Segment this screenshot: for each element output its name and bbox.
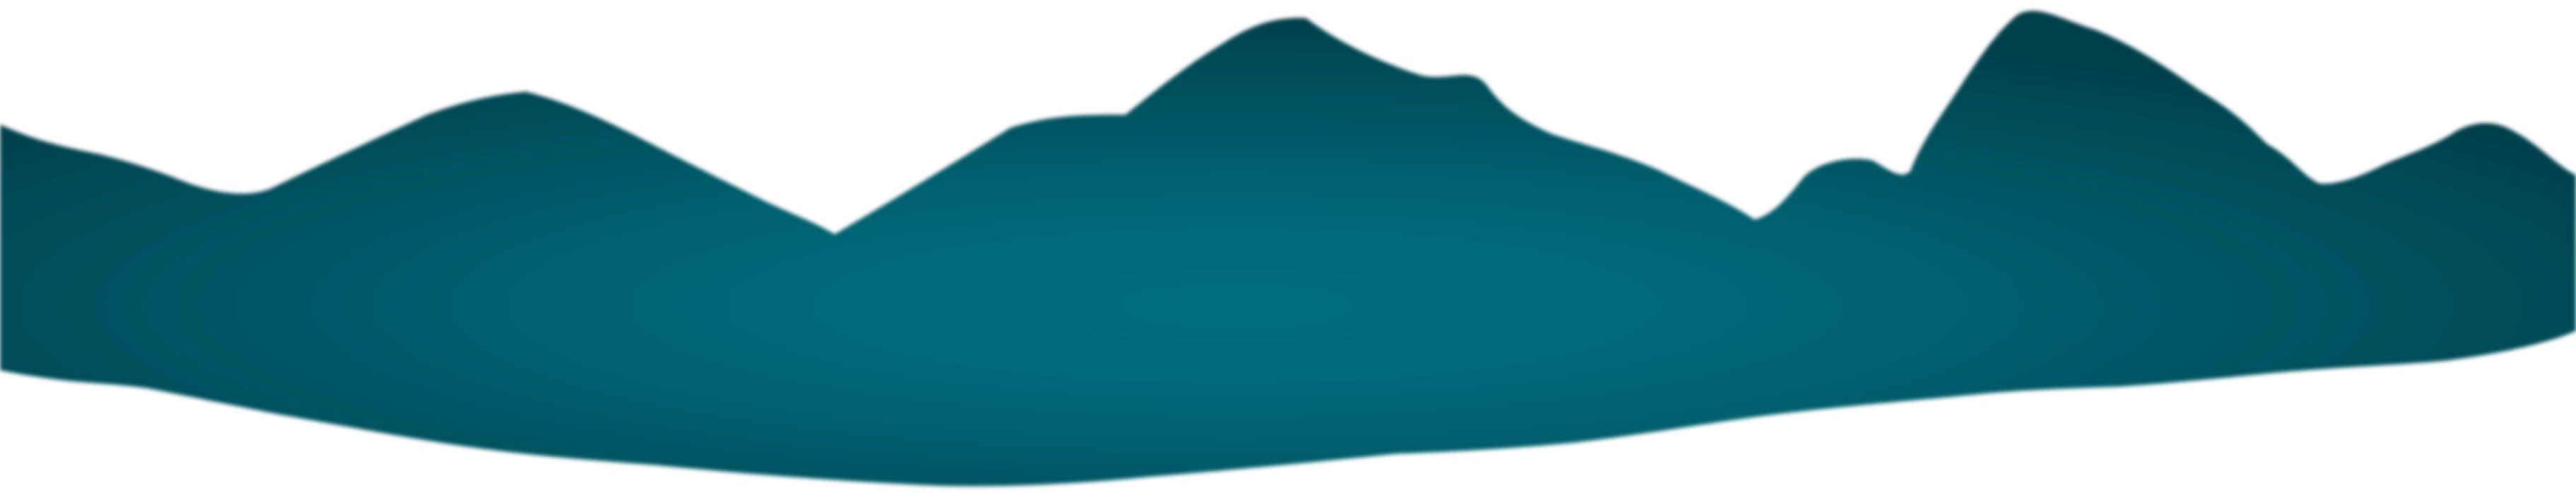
mountain-shape — [0, 11, 2576, 487]
